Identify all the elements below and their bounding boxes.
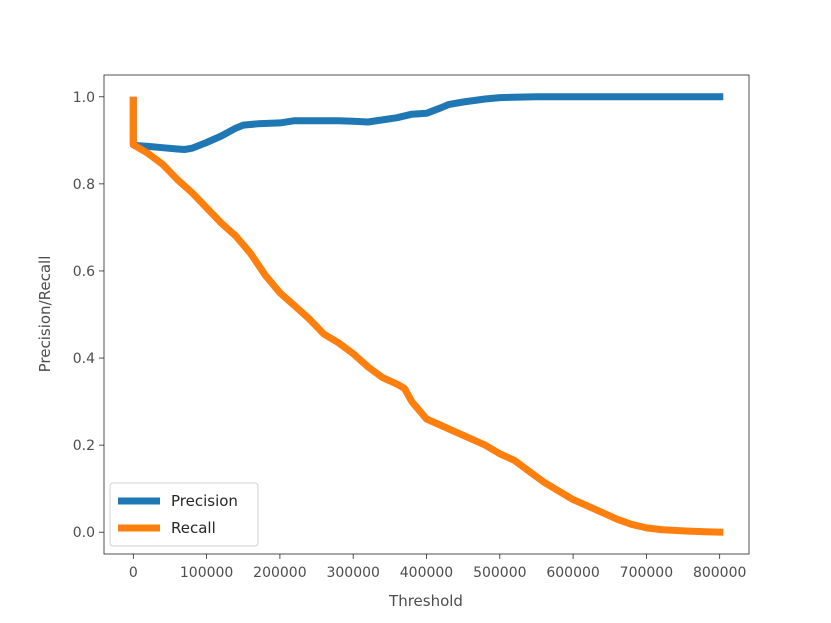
x-tick-label: 100000 <box>180 565 233 581</box>
y-tick-label: 0.0 <box>73 525 95 541</box>
series-line-recall <box>129 96 724 536</box>
x-tick-label: 500000 <box>473 565 526 581</box>
x-tick-label: 700000 <box>620 565 673 581</box>
y-tick-label: 0.6 <box>73 264 95 280</box>
x-tick-label: 300000 <box>326 565 379 581</box>
y-tick-label: 1.0 <box>73 90 95 106</box>
plot-frame <box>103 74 750 555</box>
x-tick-label: 200000 <box>253 565 306 581</box>
legend: Precision Recall <box>109 482 259 547</box>
legend-label-precision: Precision <box>171 492 238 510</box>
x-tick-label: 0 <box>129 565 138 581</box>
y-tick-label: 0.2 <box>73 438 95 454</box>
y-axis-ticks: 0.0 0.2 0.4 0.6 0.8 1.0 <box>73 90 104 541</box>
series-lines <box>129 93 724 536</box>
x-axis-label: Threshold <box>388 592 463 610</box>
y-tick-label: 0.8 <box>73 177 95 193</box>
x-axis-ticks: 0 100000 200000 300000 400000 500000 600000 700… <box>129 554 746 581</box>
series-line-precision <box>129 93 724 153</box>
x-tick-label: 400000 <box>400 565 453 581</box>
y-axis-label: Precision/Recall <box>36 256 54 373</box>
y-tick-label: 0.4 <box>73 351 95 367</box>
x-tick-label: 600000 <box>546 565 599 581</box>
legend-label-recall: Recall <box>171 519 216 537</box>
x-tick-label: 800000 <box>693 565 746 581</box>
